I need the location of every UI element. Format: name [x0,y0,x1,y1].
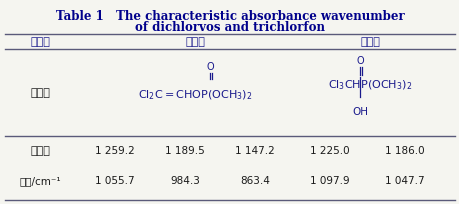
Text: 1 259.2: 1 259.2 [95,145,134,155]
Text: 位置/cm⁻¹: 位置/cm⁻¹ [19,175,61,185]
Text: 1 147.2: 1 147.2 [235,145,274,155]
Text: 吸收峰: 吸收峰 [30,145,50,155]
Text: OH: OH [351,107,367,117]
Text: 结构式: 结构式 [30,88,50,98]
Text: 农药名: 农药名 [30,37,50,47]
Text: 1 055.7: 1 055.7 [95,175,134,185]
Text: O: O [355,55,363,65]
Text: 863.4: 863.4 [240,175,269,185]
Text: O: O [206,61,213,71]
Text: 1 047.7: 1 047.7 [384,175,424,185]
Text: 1 186.0: 1 186.0 [384,145,424,155]
Text: Table 1   The characteristic absorbance wavenumber: Table 1 The characteristic absorbance wa… [56,10,403,23]
Text: 敌敌畏: 敌敌畏 [185,37,205,47]
Text: 1 097.9: 1 097.9 [309,175,349,185]
Text: $\mathrm{Cl_3CHP(OCH_3)_2}$: $\mathrm{Cl_3CHP(OCH_3)_2}$ [327,78,411,92]
Text: 1 189.5: 1 189.5 [165,145,204,155]
Text: of dichlorvos and trichlorfon: of dichlorvos and trichlorfon [134,21,325,34]
Text: 敌百虫: 敌百虫 [359,37,379,47]
Text: 1 225.0: 1 225.0 [309,145,349,155]
Text: 984.3: 984.3 [170,175,200,185]
Text: $\mathrm{Cl_2C{=}CHOP(OCH_3)_2}$: $\mathrm{Cl_2C{=}CHOP(OCH_3)_2}$ [138,88,252,102]
